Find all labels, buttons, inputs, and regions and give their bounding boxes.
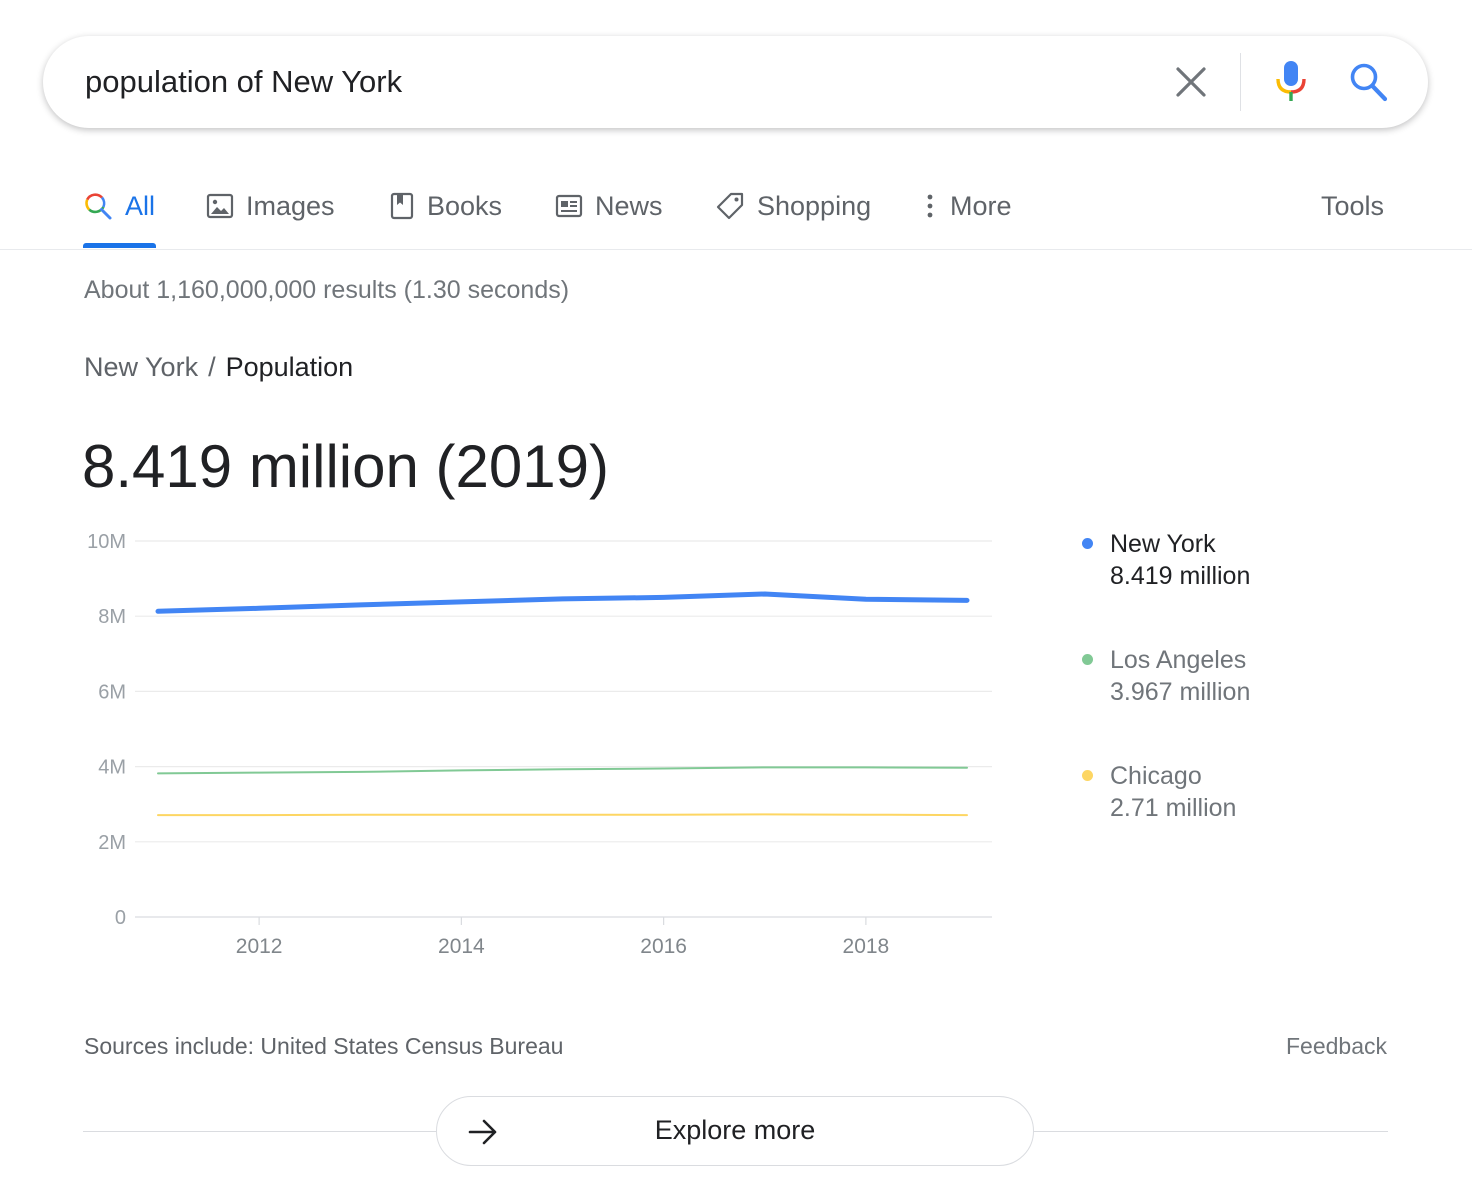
tab-books[interactable]: Books [389,186,502,226]
series-line-los-angeles[interactable] [157,766,968,775]
population-chart[interactable]: 0 2M 4M 6M 8M 10M 2012 2014 2016 2018 [60,520,1020,970]
sources-note: Sources include: United States Census Bu… [84,1033,564,1059]
tools-button[interactable]: Tools [1321,186,1384,226]
legend-item-los-angeles[interactable]: Los Angeles 3.967 million [1082,644,1412,708]
series-line-new-york[interactable] [155,591,970,614]
breadcrumb: New York / Population [84,352,353,383]
breadcrumb-current: Population [225,352,354,382]
search-bar [43,36,1428,128]
legend-value: 2.71 million [1110,794,1237,822]
y-tick-label: 0 [115,907,126,929]
legend-name: Chicago [1110,762,1202,790]
newspaper-icon [555,194,583,218]
more-vertical-icon [927,194,933,218]
y-tick-label: 10M [87,531,126,553]
tab-more[interactable]: More [922,186,1012,226]
y-tick-label: 6M [98,681,126,703]
x-tick-label: 2016 [640,935,687,958]
legend-value: 8.419 million [1110,562,1251,590]
explore-more-button[interactable]: Explore more [436,1096,1034,1166]
legend-item-new-york[interactable]: New York 8.419 million [1082,528,1412,592]
feedback-link[interactable]: Feedback [1285,1033,1387,1059]
series-line-chicago[interactable] [157,813,968,817]
answer-value: 8.419 million (2019) [82,433,609,500]
tab-shopping[interactable]: Shopping [715,186,871,226]
tab-images-label: Images [246,190,335,221]
y-tick-label: 8M [98,606,126,628]
legend-name: Los Angeles [1110,646,1247,674]
search-bar-divider [1240,53,1241,111]
legend-dot [1082,770,1093,781]
legend-item-chicago[interactable]: Chicago 2.71 million [1082,760,1412,824]
tag-icon [716,192,744,220]
tab-news[interactable]: News [555,186,663,226]
y-tick-label: 4M [98,757,126,779]
close-icon [1176,67,1206,97]
book-icon [390,192,414,220]
legend-dot [1082,538,1093,549]
tab-news-label: News [595,190,663,221]
result-stats: About 1,160,000,000 results (1.30 second… [84,276,570,304]
explore-more-label: Explore more [654,1115,816,1145]
breadcrumb-parent[interactable]: New York [84,352,199,382]
breadcrumb-separator: / [208,352,216,382]
tab-books-label: Books [427,190,503,221]
x-tick-label: 2012 [236,935,283,958]
legend-dot [1082,654,1093,665]
clear-search-button[interactable] [1171,62,1211,102]
x-tick-label: 2018 [843,935,890,958]
arrow-right-icon [468,1119,497,1145]
image-icon [206,193,234,219]
active-tab-indicator [83,243,156,248]
search-icon [1350,63,1388,102]
tab-more-label: More [950,190,1012,221]
tab-all-label: All [125,190,156,221]
tools-label: Tools [1321,190,1385,221]
search-submit-button[interactable] [1348,60,1390,104]
legend-name: New York [1110,530,1216,558]
microphone-icon [1276,61,1306,101]
chart-legend: New York 8.419 million Los Angeles 3.967… [1082,528,1412,876]
x-tick-label: 2014 [438,935,485,958]
tab-shopping-label: Shopping [757,190,872,221]
y-tick-label: 2M [98,832,126,854]
voice-search-button[interactable] [1271,58,1311,106]
legend-value: 3.967 million [1110,678,1251,706]
search-input[interactable] [85,60,1085,104]
search-tabs: All Images Books News Shopping [0,170,1472,250]
tab-images[interactable]: Images [206,186,335,226]
search-icon [85,193,112,220]
tab-all[interactable]: All [83,186,155,226]
